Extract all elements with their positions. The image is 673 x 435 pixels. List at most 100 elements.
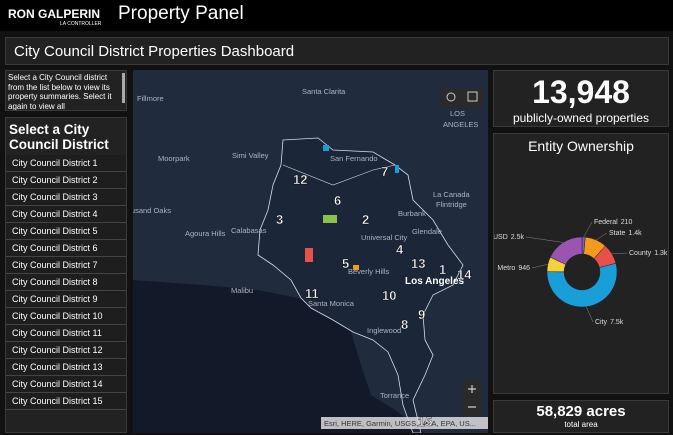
list-title: Select a City Council District [9,122,109,152]
slice-label: Federal 210 [594,219,633,226]
district-item[interactable]: City Council District 10 [6,308,126,325]
slice-category: County [629,250,652,257]
slice-value: 946 [518,265,530,272]
leader-line [531,264,548,269]
slice-label: City 7.5k [595,319,624,326]
district-item[interactable]: City Council District 14 [6,376,126,393]
city-boundary [257,137,464,433]
brand: RON GALPERIN [8,7,101,21]
properties-panel: 13,948 publicly-owned properties [493,70,669,127]
place-label: Los Angeles [405,276,465,287]
district-item[interactable]: City Council District 9 [6,291,126,308]
area-label: total area [564,420,598,429]
place-label: Calabasas [231,226,267,235]
place-label: ANGELES [443,120,478,129]
leader-line [586,306,594,323]
district-number: 15 [418,414,432,429]
district-item[interactable]: City Council District 6 [6,240,126,257]
district-number: 11 [305,286,319,301]
parcel [323,215,337,223]
district-number: 1 [439,262,446,277]
district-number: 4 [396,242,404,257]
place-label: Beverly Hills [348,267,390,276]
slice-value: 210 [621,219,633,226]
district-number: 14 [457,267,472,282]
intro-panel: Select a City Council district from the … [5,70,127,111]
district-item[interactable]: City Council District 3 [6,189,126,206]
subbrand: LA CONTROLLER [60,21,102,27]
slice-value: 1.3k [654,250,668,257]
parcel [353,265,359,270]
attribution-bg [321,417,488,429]
donut-segment [549,236,583,265]
area-value: 58,829 acres [536,403,626,420]
attribution: Esri, HERE, Garmin, USGS, NGA, EPA, US..… [324,419,476,428]
place-label: Fillmore [137,94,164,103]
place-label: Agoura Hills [185,229,226,238]
donut-chart: Federal 210 State 1.4k County 1.3k City 7.5k Met… [494,219,668,326]
district-item[interactable]: City Council District 12 [6,342,126,359]
place-label: LOS [450,109,465,118]
place-label: San Fernando [330,154,378,163]
dashboard-title: City Council District Properties Dashboa… [14,43,295,60]
place-label: La Canada [433,190,471,199]
leader-line [611,252,628,255]
slice-value: 1.4k [628,230,642,237]
district-item[interactable]: City Council District 13 [6,359,126,376]
place-label: Flintridge [436,200,467,209]
district-number: 13 [411,256,425,271]
chart-title: Entity Ownership [528,138,634,154]
dashboard-title-bar: City Council District Properties Dashboa… [5,37,669,65]
district-number: 8 [401,317,408,332]
leader-line [595,232,608,241]
district-number: 7 [381,164,388,179]
district-item[interactable]: City Council District 15 [6,393,126,410]
district-item[interactable]: City Council District 8 [6,274,126,291]
district-item[interactable]: City Council District 1 [6,155,126,172]
place-label: Torrance [380,391,409,400]
leader-line [583,221,593,238]
district-item[interactable]: City Council District 7 [6,257,126,274]
parcel [323,145,329,151]
zoom-icons[interactable] [468,385,476,408]
district-number: 6 [334,193,341,208]
place-label: Universal City [361,233,408,242]
scrollbar[interactable] [122,73,125,103]
slice-category: State [609,230,625,237]
search-icon[interactable] [446,92,456,102]
parcel [395,165,399,173]
entity-panel: Entity Ownership Federal 210 State 1.4k Coun… [493,133,669,394]
place-label: Simi Valley [232,151,269,160]
donut-segment [546,262,618,308]
zoom-controls[interactable] [463,380,481,416]
slice-value: 2.5k [511,234,525,241]
slice-label: LAUSD2.5k [494,234,524,241]
app-title: Property Panel [118,3,244,24]
district-boundaries [282,164,396,186]
district-item[interactable]: City Council District 4 [6,206,126,223]
district-number: 9 [418,307,425,322]
district-panel: Select a City Council District City Coun… [5,117,127,433]
district-number: 10 [382,288,396,303]
slice-category: Metro [497,265,515,272]
qr-icon[interactable] [467,91,478,102]
place-label: Moorpark [158,154,190,163]
district-item[interactable]: City Council District 11 [6,325,126,342]
slice-label: Metro 946 [497,265,530,272]
area-panel: 58,829 acres total area [493,400,669,433]
slice-label: State 1.4k [609,230,642,237]
slice-category: City [595,319,608,326]
leader-line [525,236,564,243]
slice-category: Federal [594,219,618,226]
slice-category: LAUSD [494,234,508,241]
district-number: 12 [293,172,307,187]
district-item[interactable]: City Council District 5 [6,223,126,240]
ocean [133,280,425,433]
place-label: Inglewood [367,326,401,335]
district-item[interactable]: City Council District 2 [6,172,126,189]
place-label: Santa Clarita [302,87,346,96]
header: RON GALPERIN LA CONTROLLER Property Pane… [0,0,673,31]
properties-label: publicly-owned properties [512,111,650,125]
parcel [305,248,313,262]
